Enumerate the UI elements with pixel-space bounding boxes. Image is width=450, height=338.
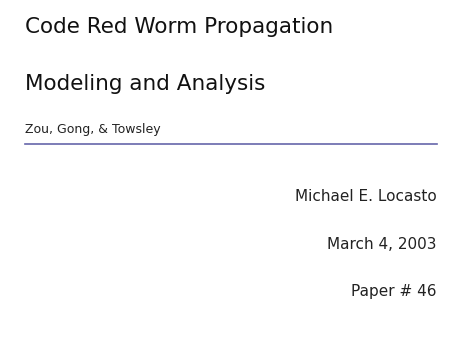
Text: Paper # 46: Paper # 46 [351, 284, 436, 299]
Text: Code Red Worm Propagation: Code Red Worm Propagation [25, 17, 333, 37]
Text: Zou, Gong, & Towsley: Zou, Gong, & Towsley [25, 123, 160, 136]
Text: Modeling and Analysis: Modeling and Analysis [25, 74, 265, 94]
Text: March 4, 2003: March 4, 2003 [327, 237, 436, 251]
Text: Michael E. Locasto: Michael E. Locasto [295, 189, 436, 204]
